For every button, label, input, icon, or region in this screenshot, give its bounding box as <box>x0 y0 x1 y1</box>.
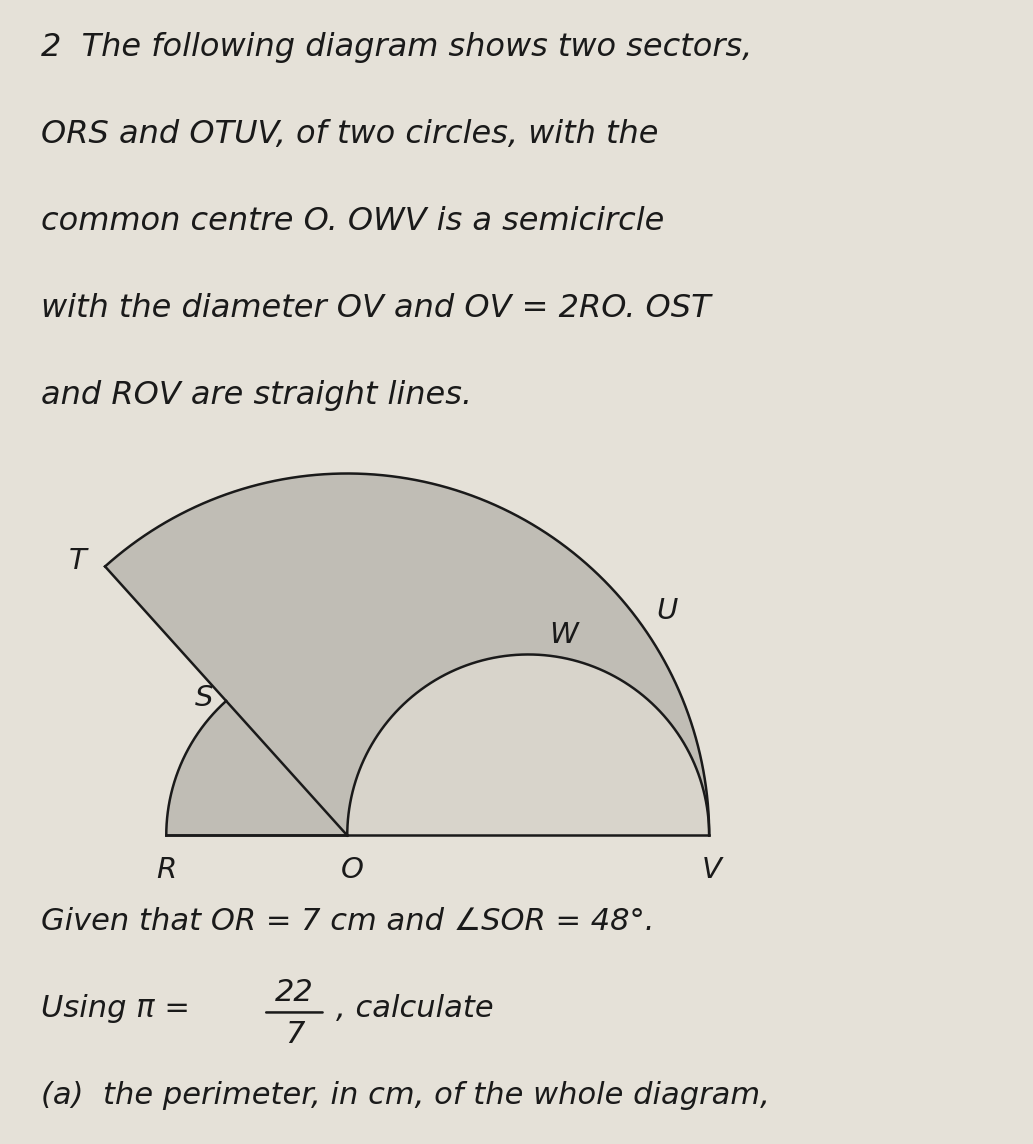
Text: with the diameter OV and OV = 2RO. OST: with the diameter OV and OV = 2RO. OST <box>41 293 711 324</box>
Text: 2  The following diagram shows two sectors,: 2 The following diagram shows two sector… <box>41 32 753 63</box>
Text: ORS and OTUV, of two circles, with the: ORS and OTUV, of two circles, with the <box>41 119 659 150</box>
Text: Given that OR = 7 cm and ∠SOR = 48°.: Given that OR = 7 cm and ∠SOR = 48°. <box>41 907 655 936</box>
Polygon shape <box>105 474 710 835</box>
Polygon shape <box>166 701 347 835</box>
Text: 22: 22 <box>275 978 314 1007</box>
Text: (a)  the perimeter, in cm, of the whole diagram,: (a) the perimeter, in cm, of the whole d… <box>41 1081 771 1110</box>
Text: 7: 7 <box>285 1020 304 1049</box>
Polygon shape <box>347 654 710 835</box>
Text: R: R <box>156 856 177 884</box>
Text: T: T <box>69 547 87 575</box>
Text: S: S <box>195 684 213 713</box>
Text: U: U <box>656 597 678 626</box>
Text: and ROV are straight lines.: and ROV are straight lines. <box>41 380 472 411</box>
Text: W: W <box>549 621 577 650</box>
Text: Using π =: Using π = <box>41 994 190 1023</box>
Text: , calculate: , calculate <box>336 994 494 1023</box>
Text: common centre O. OWV is a semicircle: common centre O. OWV is a semicircle <box>41 206 664 237</box>
Text: V: V <box>701 856 722 884</box>
Text: O: O <box>341 856 364 884</box>
